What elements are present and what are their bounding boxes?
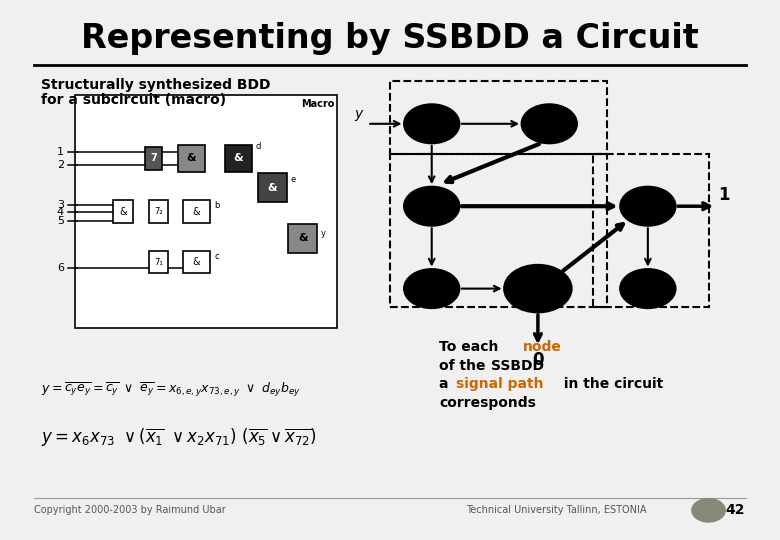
Text: of the: of the: [439, 359, 491, 373]
FancyBboxPatch shape: [75, 94, 337, 328]
Text: 2: 2: [57, 160, 64, 170]
FancyBboxPatch shape: [144, 146, 162, 170]
Text: 7₂: 7₂: [154, 207, 163, 216]
Text: 42: 42: [725, 503, 745, 517]
Text: &: &: [193, 206, 200, 217]
Circle shape: [522, 105, 576, 143]
Circle shape: [692, 498, 725, 522]
Text: 5: 5: [57, 216, 64, 226]
Text: &: &: [193, 257, 200, 267]
Circle shape: [404, 187, 459, 225]
Circle shape: [621, 187, 675, 225]
FancyBboxPatch shape: [183, 200, 211, 222]
Text: Representing by SSBDD a Circuit: Representing by SSBDD a Circuit: [81, 22, 699, 55]
Text: 7₃: 7₃: [542, 117, 556, 130]
Text: SSBDD: SSBDD: [491, 359, 544, 373]
Text: signal path: signal path: [456, 377, 544, 392]
Text: &: &: [119, 206, 127, 217]
Text: a: a: [439, 377, 454, 392]
Text: for a subcircuit (macro): for a subcircuit (macro): [41, 93, 226, 107]
Text: in the circuit: in the circuit: [559, 377, 663, 392]
Text: &: &: [298, 233, 307, 243]
Text: &: &: [233, 153, 243, 163]
Text: 2: 2: [427, 281, 437, 295]
FancyBboxPatch shape: [149, 251, 168, 273]
Text: 1: 1: [718, 186, 729, 204]
Text: $y = \overline{c_y e_y} = \overline{c_y}\ \vee\ \overline{e_y}= x_{6,e,y}x_{73,e: $y = \overline{c_y e_y} = \overline{c_y}…: [41, 381, 301, 399]
Text: e: e: [291, 176, 296, 184]
Text: 3: 3: [57, 200, 64, 210]
Circle shape: [404, 269, 459, 308]
Text: 6: 6: [427, 117, 437, 131]
Text: Structurally synthesized BDD: Structurally synthesized BDD: [41, 78, 271, 92]
FancyBboxPatch shape: [289, 224, 317, 253]
Text: c: c: [214, 252, 218, 261]
FancyBboxPatch shape: [149, 200, 168, 222]
Circle shape: [621, 269, 675, 308]
Circle shape: [505, 265, 571, 312]
Text: b: b: [214, 201, 219, 210]
Text: Macro: Macro: [301, 99, 335, 109]
Text: &: &: [268, 183, 277, 193]
Text: 1: 1: [57, 147, 64, 157]
Text: $y = x_6 x_{73}\ \vee(\overline{x_1}\ \vee x_2 x_{71})\ (\overline{x_5}\vee\over: $y = x_6 x_{73}\ \vee(\overline{x_1}\ \v…: [41, 427, 317, 449]
FancyBboxPatch shape: [225, 145, 252, 172]
Text: y: y: [321, 229, 326, 238]
Text: Copyright 2000-2003 by Raimund Ubar: Copyright 2000-2003 by Raimund Ubar: [34, 505, 225, 515]
FancyBboxPatch shape: [178, 145, 205, 172]
Text: To each: To each: [439, 340, 504, 354]
Text: node: node: [523, 340, 562, 354]
FancyBboxPatch shape: [258, 173, 287, 202]
Text: &: &: [186, 153, 196, 163]
Text: y: y: [354, 107, 362, 121]
FancyBboxPatch shape: [183, 251, 211, 273]
Circle shape: [404, 105, 459, 143]
Text: 7₂: 7₂: [641, 279, 655, 293]
Text: 6: 6: [57, 264, 64, 273]
Text: 7₁: 7₁: [154, 258, 163, 267]
Text: corresponds: corresponds: [439, 396, 536, 410]
Text: d: d: [256, 142, 261, 151]
Text: 4: 4: [57, 207, 64, 217]
Text: 1: 1: [427, 197, 437, 211]
Text: 7₁: 7₁: [530, 281, 546, 295]
Text: Technical University Tallinn, ESTONIA: Technical University Tallinn, ESTONIA: [466, 505, 647, 515]
Text: 0: 0: [532, 352, 544, 369]
Text: 5: 5: [643, 197, 653, 211]
FancyBboxPatch shape: [113, 200, 133, 222]
Text: 7: 7: [150, 153, 157, 163]
